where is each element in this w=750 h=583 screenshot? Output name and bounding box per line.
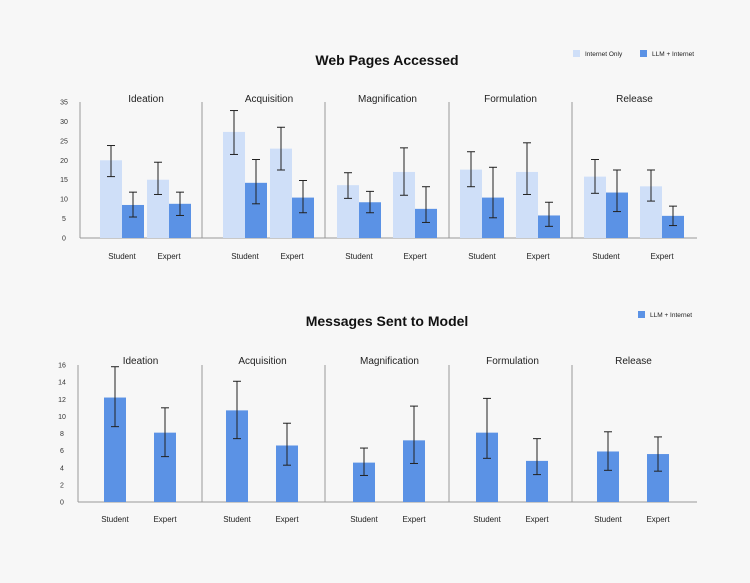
bar: [415, 208, 437, 238]
y-tick-label: 6: [60, 448, 64, 455]
panel-label: Magnification: [358, 94, 417, 105]
bar: [597, 451, 619, 502]
bar: [403, 440, 425, 502]
y-tick-label: 20: [60, 158, 68, 165]
category-label: Student: [223, 515, 251, 524]
bar: [223, 131, 245, 238]
legend-label: Internet Only: [585, 51, 623, 58]
bar: [154, 432, 176, 502]
bar: [526, 460, 548, 502]
bar: [245, 182, 267, 238]
bar: [276, 445, 298, 502]
category-label: Student: [592, 252, 620, 261]
category-label: Student: [473, 515, 501, 524]
bar: [104, 397, 126, 502]
category-label: Student: [350, 515, 378, 524]
panel-label: Formulation: [486, 356, 539, 367]
bar: [460, 169, 482, 238]
y-tick-label: 15: [60, 177, 68, 184]
bar: [476, 432, 498, 502]
panel-label: Magnification: [360, 356, 419, 367]
bar: [516, 171, 538, 238]
category-label: Expert: [402, 515, 426, 524]
y-tick-label: 25: [60, 138, 68, 145]
bar: [647, 454, 669, 502]
bar: [122, 204, 144, 238]
chart-title: Messages Sent to Model: [306, 313, 469, 329]
y-tick-label: 4: [60, 465, 64, 472]
y-tick-label: 10: [58, 414, 66, 421]
bar: [100, 160, 122, 238]
bar: [169, 203, 191, 238]
bar: [393, 171, 415, 238]
y-tick-label: 2: [60, 482, 64, 489]
category-label: Expert: [650, 252, 674, 261]
panel-label: Formulation: [484, 94, 537, 105]
category-label: Student: [594, 515, 622, 524]
category-label: Expert: [153, 515, 177, 524]
y-tick-label: 30: [60, 119, 68, 126]
y-tick-label: 0: [62, 236, 66, 243]
category-label: Student: [231, 252, 259, 261]
panel-label: Acquisition: [238, 356, 286, 367]
bar: [606, 192, 628, 238]
category-label: Student: [101, 515, 129, 524]
category-label: Expert: [525, 515, 549, 524]
legend-swatch: [573, 50, 580, 57]
panel-label: Ideation: [123, 356, 159, 367]
category-label: Expert: [646, 515, 670, 524]
chart-title: Web Pages Accessed: [315, 52, 458, 68]
bar: [662, 215, 684, 238]
bar: [226, 410, 248, 502]
legend-label: LLM + Internet: [652, 51, 694, 58]
y-tick-label: 16: [58, 363, 66, 370]
category-label: Student: [345, 252, 373, 261]
panel-label: Release: [616, 94, 653, 105]
category-label: Expert: [280, 252, 304, 261]
legend-swatch: [640, 50, 647, 57]
panel-label: Ideation: [128, 94, 164, 105]
y-tick-label: 12: [58, 397, 66, 404]
y-tick-label: 10: [60, 197, 68, 204]
y-tick-label: 0: [60, 500, 64, 507]
panel-label: Release: [615, 356, 652, 367]
panel-label: Acquisition: [245, 94, 293, 105]
bar: [359, 202, 381, 238]
y-tick-label: 5: [62, 216, 66, 223]
bar: [584, 176, 606, 238]
y-tick-label: 8: [60, 431, 64, 438]
y-tick-label: 35: [60, 100, 68, 107]
category-label: Expert: [403, 252, 427, 261]
bar: [640, 186, 662, 238]
bar: [292, 197, 314, 238]
bar: [270, 148, 292, 238]
bar: [337, 185, 359, 238]
y-tick-label: 14: [58, 380, 66, 387]
category-label: Expert: [275, 515, 299, 524]
category-label: Student: [108, 252, 136, 261]
category-label: Expert: [526, 252, 550, 261]
bar: [353, 462, 375, 502]
legend-swatch: [638, 311, 645, 318]
category-label: Expert: [157, 252, 181, 261]
category-label: Student: [468, 252, 496, 261]
bar: [147, 179, 169, 238]
legend-label: LLM + Internet: [650, 312, 692, 319]
